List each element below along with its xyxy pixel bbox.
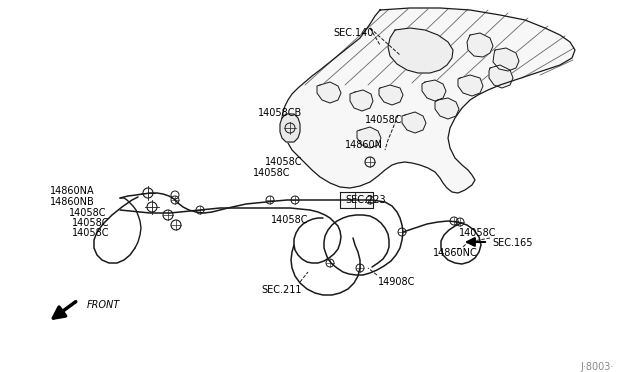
- Text: 14860NA: 14860NA: [50, 186, 95, 196]
- Polygon shape: [489, 65, 513, 88]
- Text: 14058C: 14058C: [365, 115, 403, 125]
- Text: 14058C: 14058C: [271, 215, 308, 225]
- Text: 14058C: 14058C: [459, 228, 497, 238]
- Text: J·8003·: J·8003·: [580, 362, 613, 372]
- Polygon shape: [458, 75, 483, 96]
- Text: 14860NC: 14860NC: [433, 248, 477, 258]
- Polygon shape: [402, 112, 426, 133]
- Polygon shape: [280, 114, 300, 142]
- Polygon shape: [350, 90, 373, 111]
- Text: 14058CB: 14058CB: [258, 108, 302, 118]
- Text: 14058C: 14058C: [72, 218, 109, 228]
- Text: SEC.211: SEC.211: [261, 285, 301, 295]
- Text: SEC.140: SEC.140: [333, 28, 373, 38]
- Polygon shape: [493, 48, 519, 71]
- Text: SEC.223: SEC.223: [345, 195, 386, 205]
- Text: SEC.165: SEC.165: [492, 238, 532, 248]
- Polygon shape: [435, 98, 459, 119]
- Polygon shape: [317, 82, 341, 103]
- Text: 14058C: 14058C: [69, 208, 106, 218]
- Polygon shape: [467, 33, 493, 57]
- Polygon shape: [357, 127, 381, 148]
- Polygon shape: [282, 8, 575, 193]
- Text: FRONT: FRONT: [87, 300, 120, 310]
- Text: 14058C: 14058C: [72, 228, 109, 238]
- Polygon shape: [379, 85, 403, 105]
- Text: 14908C: 14908C: [378, 277, 415, 287]
- Text: 14860NB: 14860NB: [50, 197, 95, 207]
- Text: 14058C: 14058C: [253, 168, 291, 178]
- Polygon shape: [388, 28, 453, 73]
- Polygon shape: [422, 80, 446, 101]
- Polygon shape: [340, 192, 373, 208]
- Text: 14860N: 14860N: [345, 140, 383, 150]
- Text: 14058C: 14058C: [265, 157, 303, 167]
